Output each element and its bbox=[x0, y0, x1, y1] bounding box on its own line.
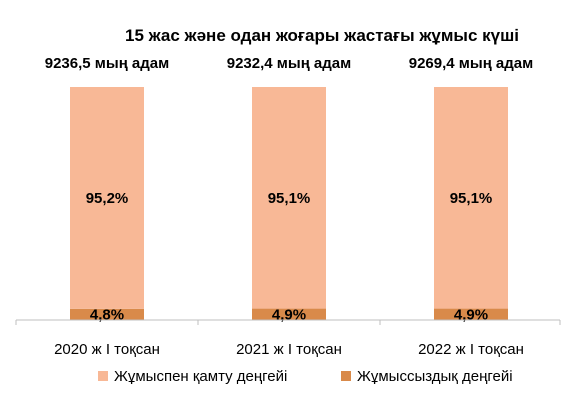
bar-employment-2 bbox=[434, 87, 508, 309]
unemployment-data-label: 4,9% bbox=[454, 306, 488, 323]
x-tick-label: 2020 ж I тоқсан bbox=[54, 341, 160, 358]
employment-data-label: 95,1% bbox=[450, 190, 493, 207]
legend-unemployment-swatch bbox=[341, 371, 351, 381]
bar-employment-1 bbox=[252, 87, 326, 309]
x-axis-labels: 2020 ж I тоқсан 2021 ж I тоқсан 2022 ж I т… bbox=[54, 341, 524, 358]
bar-unemployment-2 bbox=[434, 308, 508, 320]
employment-data-label: 95,1% bbox=[268, 190, 311, 207]
bar-total-label: 9232,4 мың адам bbox=[227, 55, 351, 72]
employment-data-label: 95,2% bbox=[86, 190, 129, 207]
bar-total-label: 9236,5 мың адам bbox=[45, 55, 169, 72]
x-tick-label: 2022 ж I тоқсан bbox=[418, 341, 524, 358]
bar-total-label: 9269,4 мың адам bbox=[409, 55, 533, 72]
x-tick-label: 2021 ж I тоқсан bbox=[236, 341, 342, 358]
bar-unemployment-1 bbox=[252, 308, 326, 320]
unemployment-data-label: 4,9% bbox=[272, 306, 306, 323]
unemployment-data-label: 4,8% bbox=[90, 306, 124, 323]
bar-unemployment-0 bbox=[70, 308, 144, 320]
legend-unemployment-label: Жұмыссыздық деңгейі bbox=[357, 368, 513, 385]
legend-employment-swatch bbox=[98, 371, 108, 381]
legend: Жұмыспен қамту деңгейі Жұмыссыздық деңгей… bbox=[98, 368, 513, 385]
legend-employment-label: Жұмыспен қамту деңгейі bbox=[114, 368, 287, 385]
bar-employment-0 bbox=[70, 87, 144, 309]
chart-title: 15 жас және одан жоғары жастағы жұмыс кү… bbox=[125, 26, 519, 45]
x-axis-ticks bbox=[15, 320, 561, 325]
bars-group: 4,8% 95,2% 9236,5 мың адам 4,9% 95,1% 9232,4 … bbox=[45, 55, 533, 323]
